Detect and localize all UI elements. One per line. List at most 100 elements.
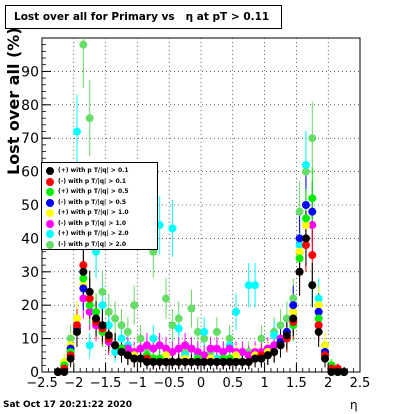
data-point	[244, 357, 253, 366]
data-point	[123, 351, 132, 360]
x-tick-label: 2.5	[350, 376, 371, 391]
data-point	[340, 368, 349, 376]
data-point	[270, 331, 279, 340]
data-point	[162, 351, 171, 360]
legend-label: (+) with p T/|q| > 0.1	[58, 167, 129, 174]
data-point	[301, 221, 310, 230]
data-point	[149, 334, 158, 343]
data-point	[225, 334, 234, 343]
data-point	[212, 344, 221, 353]
data-point	[187, 344, 196, 353]
legend-label: (+) with p T/|q| > 2.0	[58, 230, 129, 237]
data-point	[308, 134, 317, 143]
x-tick-label: −1.5	[90, 376, 122, 391]
legend-label: (-) with p T/|q| > 0.1	[58, 177, 127, 185]
data-point	[79, 294, 88, 303]
data-point	[231, 357, 240, 366]
legend-marker	[46, 240, 54, 249]
data-point	[251, 281, 260, 290]
data-point	[123, 327, 132, 336]
legend: (+) with p T/|q| > 0.1 (-) with p T/|q| …	[41, 162, 158, 250]
data-point	[174, 314, 183, 323]
data-point	[263, 351, 272, 360]
data-point	[301, 234, 310, 243]
data-point	[149, 344, 158, 353]
data-point	[231, 307, 240, 316]
data-point	[123, 344, 132, 353]
data-point	[85, 307, 94, 316]
legend-label: (-) with p T/|q| > 0.5	[58, 198, 127, 206]
data-point	[79, 261, 88, 270]
data-point	[333, 368, 342, 376]
legend-entry: (+) with p T/|q| > 1.0	[46, 208, 158, 218]
legend-marker	[46, 198, 54, 207]
data-point	[98, 301, 107, 310]
data-point	[72, 327, 81, 336]
data-point	[212, 357, 221, 366]
y-tick-label: 90	[21, 64, 39, 80]
data-point	[282, 331, 291, 340]
data-point	[276, 321, 285, 330]
data-point	[60, 368, 69, 376]
data-point	[314, 301, 323, 310]
legend-entry: (-) with p T/|q| > 2.0	[46, 240, 158, 250]
legend-marker	[46, 209, 54, 217]
data-point	[314, 321, 323, 330]
chart-title-box: Lost over all for Primary vs η at pT > 0…	[5, 5, 282, 29]
legend-marker	[46, 188, 54, 196]
data-point	[174, 344, 183, 353]
data-point	[200, 351, 209, 360]
data-point	[225, 357, 234, 366]
data-point	[174, 324, 183, 333]
legend-label: (+) with p T/|q| > 0.5	[58, 188, 129, 195]
data-point	[98, 321, 107, 330]
data-point	[295, 254, 304, 263]
data-point	[257, 354, 266, 363]
data-point	[72, 321, 81, 330]
legend-label: (+) with p T/|q| > 1.0	[58, 209, 129, 216]
legend-entry: (-) with p T/|q| > 0.1	[46, 177, 158, 187]
data-point	[289, 307, 298, 316]
data-point	[206, 344, 215, 353]
data-point	[238, 357, 247, 366]
data-point	[314, 307, 323, 316]
data-point	[314, 294, 323, 303]
data-point	[130, 354, 139, 363]
data-point	[301, 214, 310, 223]
data-point	[162, 344, 171, 353]
data-point	[79, 274, 88, 283]
data-point	[142, 357, 151, 366]
x-tick-label: −1	[128, 376, 147, 391]
data-point	[98, 287, 107, 296]
data-point	[72, 314, 81, 323]
data-point	[282, 314, 291, 323]
data-point	[231, 351, 240, 360]
data-point	[193, 357, 202, 366]
data-point	[168, 321, 177, 330]
data-point	[187, 357, 196, 366]
data-point	[174, 357, 183, 366]
data-point	[117, 347, 126, 356]
x-tick-label: 0.5	[222, 376, 243, 391]
data-point	[200, 327, 209, 336]
x-axis-label: η	[350, 398, 358, 412]
data-point	[219, 347, 228, 356]
x-tick-label: −2	[64, 376, 83, 391]
data-point	[295, 207, 304, 216]
data-point	[270, 347, 279, 356]
data-point	[181, 341, 190, 350]
legend-marker	[46, 230, 54, 238]
legend-entry: (+) with p T/|q| > 2.0	[46, 229, 158, 239]
data-point	[104, 321, 113, 330]
data-point	[53, 368, 62, 376]
y-tick-label: 80	[21, 98, 39, 114]
data-point	[136, 334, 145, 343]
data-point	[117, 321, 126, 330]
x-tick-label: 1.5	[286, 376, 307, 391]
legend-entry: (-) with p T/|q| > 1.0	[46, 219, 158, 229]
data-point	[308, 221, 317, 230]
data-point	[117, 334, 126, 343]
x-tick-label: 0	[197, 376, 205, 391]
data-point	[206, 357, 215, 366]
data-point	[72, 127, 81, 136]
